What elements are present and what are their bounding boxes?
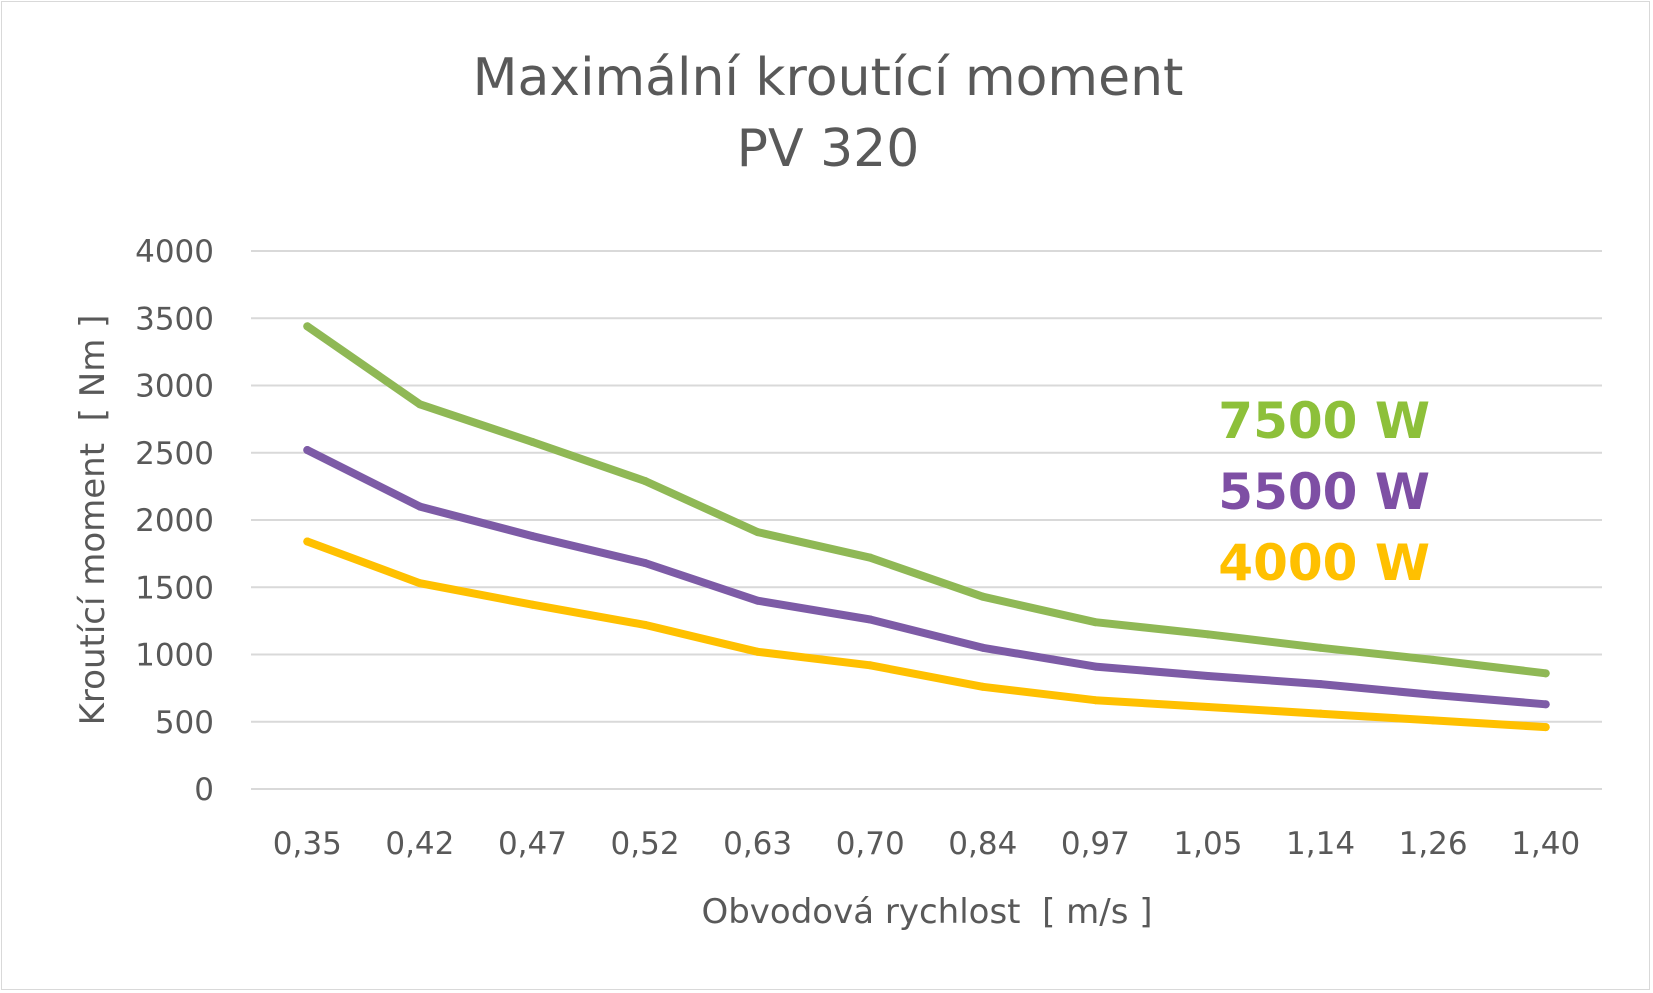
data-point [866,661,875,670]
data-point [978,592,987,601]
data-point [1091,618,1100,627]
series-line-7500-w [303,322,1550,678]
data-point [1203,672,1212,681]
data-point [978,682,987,691]
data-point [528,532,537,541]
chart-subtitle: PV 320 [737,119,920,179]
y-tick-label: 500 [155,705,214,741]
y-tick-label: 0 [194,772,214,808]
y-tick-label: 1500 [135,570,214,606]
data-point [528,600,537,609]
data-point [1429,655,1438,664]
data-point [1316,680,1325,689]
x-tick-label: 0,42 [385,826,454,862]
chart-title: Maximální kroutící moment [473,48,1184,108]
data-point [1203,702,1212,711]
data-point [753,647,762,656]
data-point [1091,662,1100,671]
x-tick-label: 0,35 [273,826,342,862]
x-tick-label: 0,63 [723,826,792,862]
data-point [1541,700,1550,709]
data-point [753,528,762,537]
data-point [1429,716,1438,725]
x-tick-label: 0,47 [498,826,567,862]
y-axis-title: Kroutící moment [ Nm ] [73,315,113,726]
data-point [415,579,424,588]
x-axis-title: Obvodová rychlost [ m/s ] [701,892,1152,932]
data-point [1316,643,1325,652]
x-tick-label: 0,84 [948,826,1017,862]
series-line-4000-w [303,537,1550,732]
data-point [753,596,762,605]
data-point [978,643,987,652]
series-label: 4000 W [1218,534,1430,592]
data-point [1316,709,1325,718]
data-point [641,476,650,485]
y-tick-label: 3000 [135,369,214,405]
y-tick-label: 3500 [135,301,214,337]
data-point [1203,630,1212,639]
series-line-5500-w [303,446,1550,709]
series-label: 7500 W [1218,392,1430,450]
x-tick-label: 0,52 [611,826,680,862]
x-tick-label: 0,97 [1061,826,1130,862]
y-tick-label: 2500 [135,436,214,472]
x-tick-label: 1,14 [1286,826,1355,862]
y-axis-ticks: 0 500 1000 1500 2000 2500 3000 3500 4000 [135,234,214,808]
y-tick-label: 4000 [135,234,214,270]
data-point [866,615,875,624]
y-tick-label: 1000 [135,638,214,674]
data-point [641,620,650,629]
x-tick-label: 0,70 [836,826,905,862]
x-tick-label: 1,05 [1173,826,1242,862]
data-point [303,322,312,331]
x-tick-label: 1,26 [1399,826,1468,862]
data-point [1091,696,1100,705]
data-point [641,559,650,568]
series-lines [303,322,1550,732]
x-axis-ticks: 0,35 0,42 0,47 0,52 0,63 0,70 0,84 0,97 1,05 1,14… [273,826,1580,862]
y-tick-label: 2000 [135,503,214,539]
data-point [1541,669,1550,678]
data-point [866,553,875,562]
data-point [1429,690,1438,699]
data-point [303,537,312,546]
x-tick-label: 1,40 [1511,826,1580,862]
data-point [1541,723,1550,732]
data-point [303,446,312,455]
series-label: 5500 W [1218,463,1430,521]
series-labels: 7500 W 5500 W 4000 W [1218,392,1430,592]
data-point [415,502,424,511]
data-point [415,400,424,409]
data-point [528,437,537,446]
